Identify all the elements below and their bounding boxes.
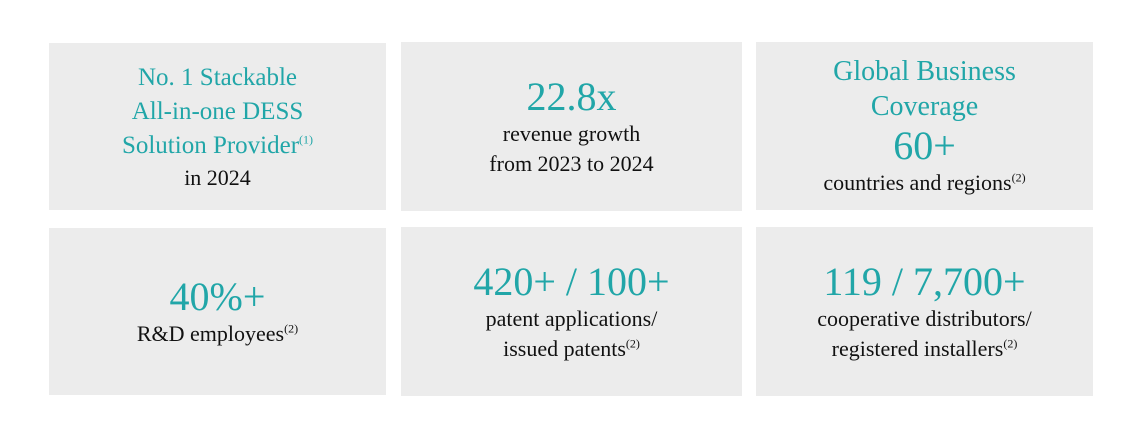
rd-employees-value: 40%+ xyxy=(169,273,266,319)
market-position-line-1: No. 1 Stackable xyxy=(138,63,297,91)
stat-card-rd-employees: 40%+ R&D employees(2) xyxy=(49,228,386,395)
rd-employees-label-text: R&D employees xyxy=(136,320,285,346)
patents-line-2-text: issued patents xyxy=(503,335,626,361)
rd-employees-label: R&D employees(2) xyxy=(137,319,298,349)
footnote-marker: (2) xyxy=(625,336,640,351)
market-position-line-3-text: Solution Provider xyxy=(121,131,300,159)
global-coverage-label-text: countries and regions xyxy=(823,170,1012,195)
distribution-line-2-text: registered installers xyxy=(831,335,1004,361)
stat-card-global-coverage: Global Business Coverage 60+ countries a… xyxy=(756,42,1093,210)
revenue-growth-line-1: revenue growth xyxy=(502,120,641,146)
global-coverage-line-1: Global Business xyxy=(833,56,1016,87)
patents-line-2: issued patents(2) xyxy=(503,334,640,364)
global-coverage-value: 60+ xyxy=(893,123,956,168)
market-position-year: in 2024 xyxy=(184,164,251,190)
footnote-marker: (2) xyxy=(1003,336,1018,351)
market-position-line-3: Solution Provider(1) xyxy=(122,129,313,163)
footnote-marker: (1) xyxy=(299,132,314,147)
stat-card-market-position: No. 1 Stackable All-in-one DESS Solution… xyxy=(49,43,386,210)
global-coverage-label: countries and regions(2) xyxy=(823,168,1025,198)
stat-card-revenue-growth: 22.8x revenue growth from 2023 to 2024 xyxy=(401,42,742,211)
distribution-line-1: cooperative distributors/ xyxy=(817,305,1032,331)
stat-card-patents: 420+ / 100+ patent applications/ issued … xyxy=(401,227,742,396)
distribution-value: 119 / 7,700+ xyxy=(823,258,1026,304)
stat-card-distribution: 119 / 7,700+ cooperative distributors/ r… xyxy=(756,227,1093,396)
global-coverage-line-2: Coverage xyxy=(870,91,979,122)
footnote-marker: (2) xyxy=(1011,170,1026,185)
distribution-line-2: registered installers(2) xyxy=(832,334,1018,364)
footnote-marker: (2) xyxy=(284,321,299,336)
revenue-growth-line-2: from 2023 to 2024 xyxy=(489,150,654,176)
patents-line-1: patent applications/ xyxy=(485,305,658,331)
patents-value: 420+ / 100+ xyxy=(473,258,670,304)
revenue-growth-value: 22.8x xyxy=(526,73,617,119)
market-position-line-2: All-in-one DESS xyxy=(131,97,304,125)
